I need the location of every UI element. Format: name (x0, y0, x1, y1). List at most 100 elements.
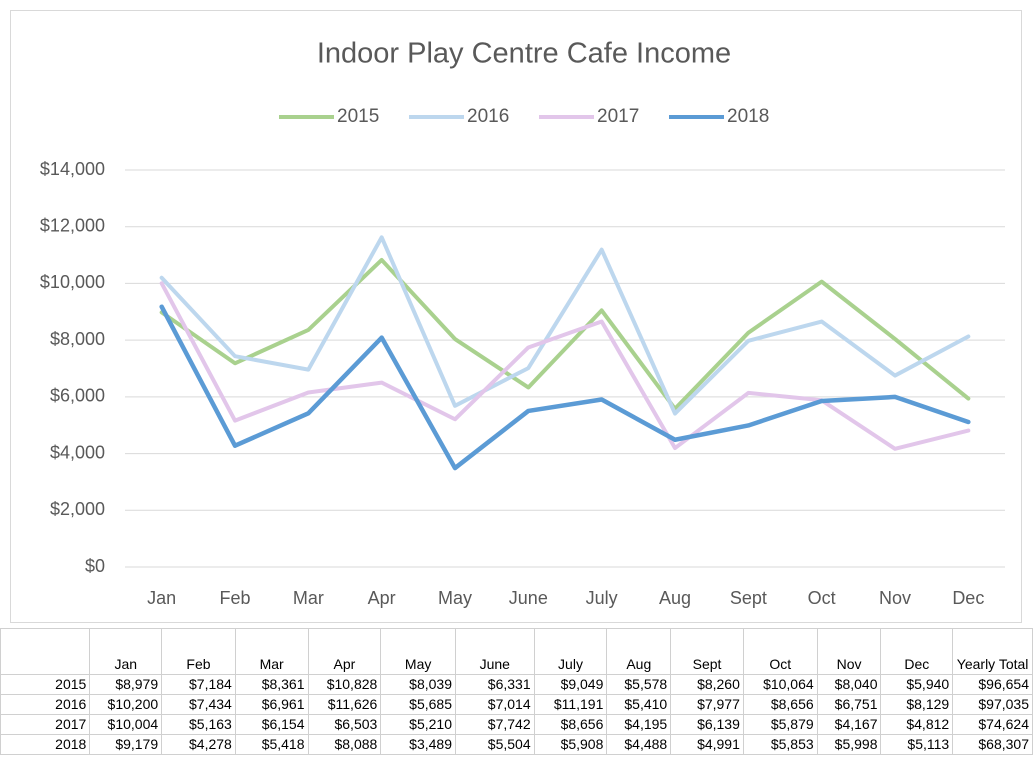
x-tick-label: Aug (659, 588, 691, 608)
y-tick-label: $2,000 (50, 499, 105, 519)
table-cell: $5,578 (606, 674, 672, 695)
table-cell: $5,685 (380, 694, 456, 715)
table-cell: Apr (307, 628, 382, 675)
y-tick-label: $10,000 (40, 272, 105, 292)
table-cell: $74,624 (952, 714, 1033, 735)
table-cell: $4,195 (606, 714, 672, 735)
series-line (159, 235, 971, 416)
y-tick-label: $8,000 (50, 329, 105, 349)
table-cell: $10,200 (89, 694, 163, 715)
y-tick-label: $6,000 (50, 386, 105, 406)
table-cell: $9,049 (533, 674, 608, 695)
table-row: 2016 $10,200 $7,434 $6,961 $11,626 $5,685 $7,0… (0, 694, 1033, 715)
table-cell: Oct (742, 628, 818, 675)
table-cell: $7,434 (161, 694, 236, 715)
table-cell: Dec (880, 628, 954, 675)
table-cell: $4,278 (161, 734, 236, 755)
table-cell: $5,853 (742, 734, 818, 755)
legend-label: 2018 (727, 106, 769, 127)
table-cell: Feb (161, 628, 236, 675)
x-tick-label: Dec (952, 588, 984, 608)
table-cell: $8,129 (880, 694, 954, 715)
table-cell: 2016 (0, 694, 91, 715)
table-cell: 2015 (0, 674, 91, 695)
x-tick-label: July (586, 588, 618, 608)
table-cell: Aug (606, 628, 672, 675)
table-cell: Yearly Total (952, 628, 1033, 675)
table-cell: $6,154 (234, 714, 309, 735)
table-cell: 2018 (0, 734, 91, 755)
table-cell: $5,418 (234, 734, 309, 755)
table-cell: Jan (89, 628, 163, 675)
x-tick-label: Nov (879, 588, 911, 608)
table-cell: $6,331 (454, 674, 535, 695)
table-cell: $8,260 (670, 674, 744, 695)
legend-label: 2015 (337, 106, 379, 127)
table-row: Jan Feb Mar Apr May June July Aug Sept Oct Nov Dec Y… (0, 628, 1033, 675)
table-cell: $7,742 (454, 714, 535, 735)
table-row: 2018 $9,179 $4,278 $5,418 $8,088 $3,489 $5,504… (0, 734, 1033, 755)
table-cell: $11,191 (533, 694, 608, 715)
table-cell: $8,088 (307, 734, 382, 755)
x-tick-label: Sept (730, 588, 767, 608)
table-cell: $8,656 (533, 714, 608, 735)
table-cell: $6,961 (234, 694, 309, 715)
table-cell: $8,656 (742, 694, 818, 715)
data-table: Jan Feb Mar Apr May June July Aug Sept Oct Nov Dec Y… (0, 628, 1033, 755)
table-cell: $5,210 (380, 714, 456, 735)
table-cell: $8,979 (89, 674, 163, 695)
table-cell: $7,014 (454, 694, 535, 715)
table-cell (0, 628, 91, 675)
table-cell: $5,504 (454, 734, 535, 755)
table-cell: Nov (816, 628, 882, 675)
table-cell: $5,908 (533, 734, 608, 755)
series-line (159, 281, 971, 451)
table-cell: $97,035 (952, 694, 1033, 715)
table-cell: July (533, 628, 608, 675)
table-cell: $5,410 (606, 694, 672, 715)
table-cell: $5,940 (880, 674, 954, 695)
table-cell: $5,879 (742, 714, 818, 735)
table-cell: 2017 (0, 714, 91, 735)
table-row: 2015 $8,979 $7,184 $8,361 $10,828 $8,039 $6,33… (0, 674, 1033, 695)
table-cell: $68,307 (952, 734, 1033, 755)
table-cell: $96,654 (952, 674, 1033, 695)
x-tick-label: Jan (147, 588, 176, 608)
table-cell: $5,163 (161, 714, 236, 735)
chart-area (10, 10, 1022, 623)
table-cell: $5,998 (816, 734, 882, 755)
table-cell: $4,167 (816, 714, 882, 735)
table-cell: $10,828 (307, 674, 382, 695)
table-cell: $11,626 (307, 694, 382, 715)
x-tick-label: Feb (219, 588, 250, 608)
x-tick-label: Oct (808, 588, 836, 608)
chart-title: Indoor Play Centre Cafe Income (317, 38, 731, 70)
y-tick-label: $0 (85, 556, 105, 576)
y-tick-label: $12,000 (40, 215, 105, 235)
legend-label: 2016 (467, 106, 509, 127)
x-tick-label: Apr (368, 588, 396, 608)
table-cell: $9,179 (89, 734, 163, 755)
table-cell: $6,751 (816, 694, 882, 715)
table-cell: $4,812 (880, 714, 954, 735)
table-cell: $6,503 (307, 714, 382, 735)
table-cell: $10,064 (742, 674, 818, 695)
table-cell: $4,991 (670, 734, 744, 755)
table-cell: $7,977 (670, 694, 744, 715)
table-cell: $3,489 (380, 734, 456, 755)
table-cell: $4,488 (606, 734, 672, 755)
table-cell: June (454, 628, 535, 675)
table-row: 2017 $10,004 $5,163 $6,154 $6,503 $5,210 $7,74… (0, 714, 1033, 735)
chart: Indoor Play Centre Cafe Income $0 $2,000 $… (10, 10, 1022, 623)
table-cell: Mar (234, 628, 309, 675)
y-tick-label: $14,000 (40, 159, 105, 179)
table-cell: $6,139 (670, 714, 744, 735)
series-line (159, 257, 971, 411)
table-cell: May (380, 628, 456, 675)
x-tick-label: June (509, 588, 548, 608)
table-cell: $10,004 (89, 714, 163, 735)
y-tick-label: $4,000 (50, 442, 105, 462)
x-tick-label: May (438, 588, 472, 608)
table-cell: $8,040 (816, 674, 882, 695)
